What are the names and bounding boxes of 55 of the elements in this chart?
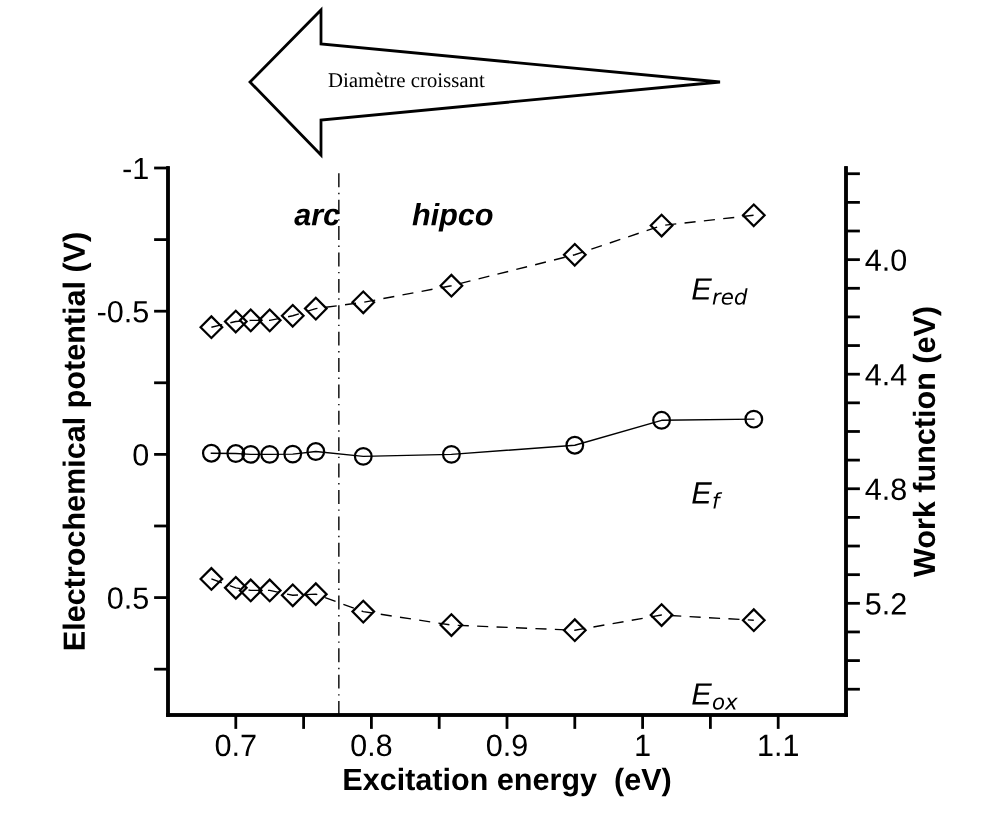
point [565, 435, 585, 455]
point [257, 578, 282, 603]
point [260, 444, 280, 464]
y2-tick-label: 4.4 [865, 364, 907, 386]
point [199, 315, 224, 340]
point [201, 443, 221, 463]
point [351, 290, 376, 315]
y2-tick-label: 5.2 [865, 593, 906, 615]
point [199, 567, 224, 591]
point [351, 599, 376, 624]
series-label: E$_{red}$ [692, 278, 748, 305]
annotation: hipco [412, 202, 493, 232]
point [441, 444, 461, 464]
y-tick-label: -0.5 [97, 300, 148, 323]
point [353, 446, 373, 466]
point [439, 613, 464, 637]
y2-axis-title: Work function (eV) [912, 307, 942, 577]
x-axis-title: Excitation energy (eV) [344, 767, 671, 797]
x-tick-label: 0.9 [486, 734, 527, 757]
point [238, 308, 263, 333]
point [649, 603, 674, 627]
point [283, 444, 303, 464]
x-tick-label: 1.1 [759, 734, 798, 756]
x-tick-label: 0.8 [351, 734, 392, 757]
y2-tick-label: 4.8 [865, 478, 906, 501]
point [652, 410, 672, 430]
point [257, 308, 282, 333]
point [741, 608, 766, 633]
y-axis-title: Electrochemical potential (V) [62, 233, 92, 650]
point [303, 296, 328, 321]
point [223, 309, 248, 334]
point [303, 582, 328, 607]
point [238, 578, 263, 603]
series-label: E$_{f}$ [692, 482, 723, 509]
point [306, 442, 326, 461]
series-label: E$_{ox}$ [692, 683, 738, 710]
point [649, 213, 674, 238]
point [439, 273, 464, 298]
text: Diamètre croissant [328, 72, 485, 88]
point [741, 203, 766, 228]
point [562, 242, 587, 267]
point [241, 444, 261, 464]
point [280, 583, 305, 608]
y-tick-label: 0.5 [107, 587, 148, 609]
point [562, 618, 587, 643]
point [223, 575, 248, 600]
annotation: arc [294, 208, 340, 226]
x-tick-label: 1 [636, 734, 650, 756]
point [226, 444, 246, 463]
point [280, 303, 305, 328]
y-tick-label: -1 [123, 158, 148, 180]
point [744, 409, 764, 429]
x-tick-label: 0.7 [215, 734, 256, 757]
y2-tick-label: 4.0 [865, 249, 907, 272]
y-tick-label: 0 [133, 444, 149, 466]
